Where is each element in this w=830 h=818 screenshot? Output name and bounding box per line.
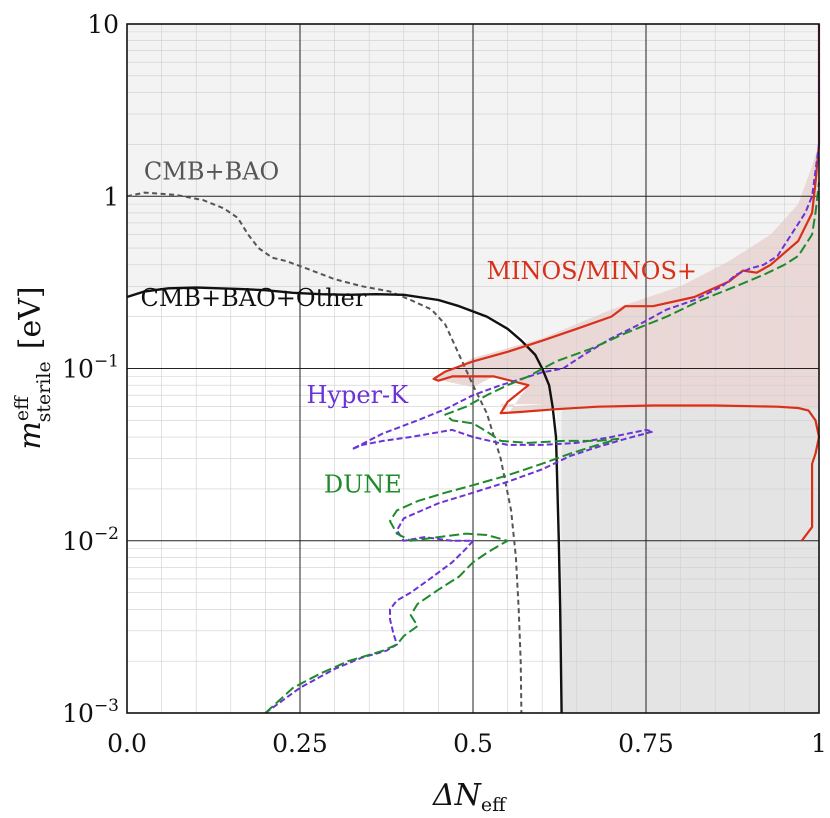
grid [127,24,819,713]
series-minos-minos- [432,24,821,542]
annotation-cmb-bao: CMB+BAO [144,158,279,186]
y-tick-label: 10−3 [62,696,119,728]
y-axis-label-sup: eff [11,395,33,421]
y-tick-label: 10−2 [62,524,119,556]
y-tick-label: 10 [87,10,119,39]
x-axis-label: ΔNeff [432,778,507,816]
x-axis-label-sub: eff [481,794,507,816]
x-axis-label-main: ΔN [432,778,483,813]
region-minos-excluded [433,144,819,415]
annotation-cmb-bao-other: CMB+BAO+Other [140,284,366,312]
annotation-dune: DUNE [324,471,402,499]
tick-labels: 0.0 0.25 0.5 0.75 1 10 1 10−1 10−2 10−3 [62,10,827,758]
y-axis-label-unit: [eV] [13,286,48,349]
x-tick-label: 0.75 [618,729,674,758]
y-axis-label-sub: sterile [33,361,55,422]
y-axis-label: meffsterile [eV] [11,286,55,449]
plot-frame [126,23,820,714]
y-tick-label: 10−1 [62,352,119,384]
annotation-minos-minos-: MINOS/MINOS+ [486,257,697,285]
series-cmb-bao-other [126,286,563,714]
region-vertical-band [561,376,819,713]
y-tick-label: 1 [103,182,119,211]
x-tick-label: 1 [811,729,827,758]
x-tick-label: 0.0 [107,729,147,758]
annotations: CMB+BAO CMB+BAO+Other MINOS/MINOS+ Hyper-K D… [140,158,697,499]
y-axis-label-main: m [13,421,48,449]
series-cmb-bao [126,191,523,714]
annotation-hyper-k: Hyper-K [307,381,410,409]
series-dune [264,182,820,714]
x-tick-label: 0.5 [453,729,493,758]
series-lines [126,24,821,714]
x-tick-label: 0.25 [272,729,328,758]
series-hyper-k [264,24,820,714]
